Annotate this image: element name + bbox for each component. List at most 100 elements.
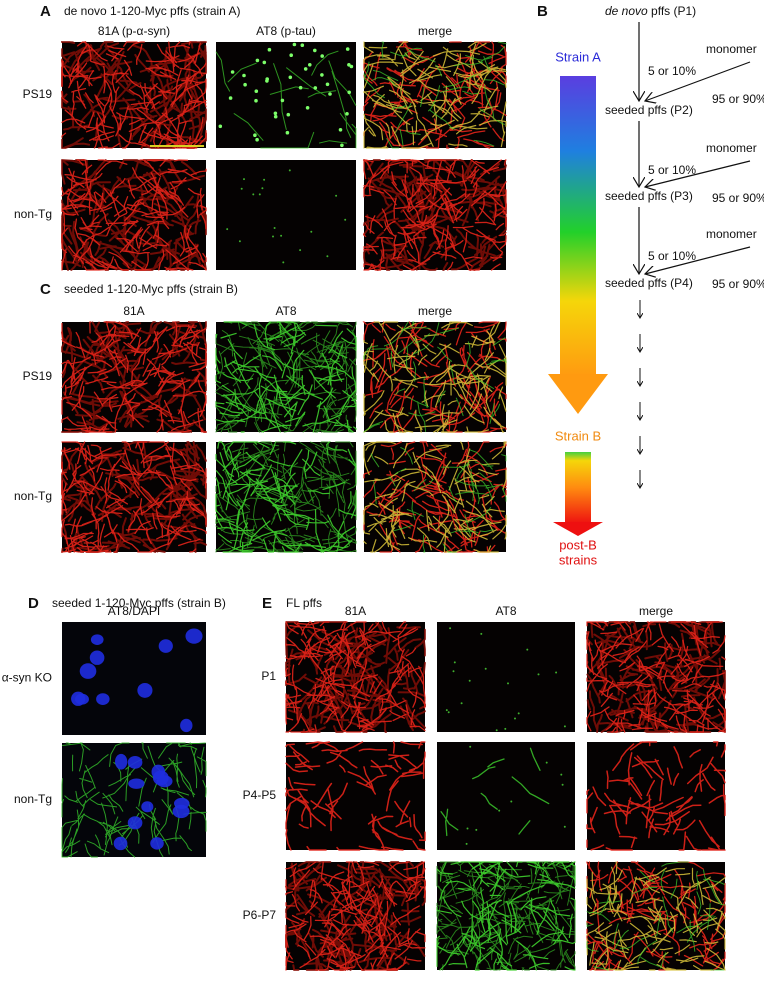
strain-label: Strain A <box>555 49 601 64</box>
nucleus <box>172 804 190 819</box>
texture <box>215 321 357 433</box>
panel-title: seeded 1-120-Myc pffs (strain B) <box>64 282 238 296</box>
gradient-arrow-head <box>553 522 603 536</box>
panel-title: de novo 1-120-Myc pffs (strain A) <box>64 4 241 18</box>
nucleus <box>90 634 104 645</box>
micrograph <box>587 742 725 850</box>
row-label: non-Tg <box>14 207 52 221</box>
percent-label: 95 or 90% <box>712 191 764 205</box>
texture <box>363 159 507 271</box>
percent-label: 5 or 10% <box>648 64 696 78</box>
percent-label: 95 or 90% <box>712 277 764 291</box>
row-label: non-Tg <box>14 489 52 503</box>
nucleus <box>115 753 128 770</box>
micrograph <box>286 742 425 850</box>
column-header: AT8 (p-tau) <box>256 24 316 38</box>
step-label: seeded pffs (P2) <box>605 103 693 117</box>
micrograph <box>437 742 575 850</box>
texture <box>363 41 507 149</box>
nucleus <box>185 628 203 644</box>
gradient-arrow-head <box>548 374 608 414</box>
texture <box>285 621 426 733</box>
row-label: P1 <box>261 669 276 683</box>
column-header: AT8 <box>275 304 296 318</box>
texture <box>370 447 507 553</box>
texture <box>363 41 507 149</box>
percent-label: 5 or 10% <box>648 249 696 263</box>
nucleus <box>180 718 193 733</box>
step-text: seeded pffs (P4) <box>605 276 693 290</box>
panel-label: E <box>262 595 272 612</box>
panel-label: A <box>40 3 51 20</box>
texture <box>285 861 426 971</box>
nucleus <box>71 691 86 706</box>
texture <box>215 441 357 553</box>
panel-title: seeded 1-120-Myc pffs (strain B) <box>52 596 226 610</box>
row-label: P6-P7 <box>243 908 277 922</box>
step-label: de novo pffs (P1) <box>605 4 696 18</box>
panel-title: FL pffs <box>286 596 322 610</box>
strain-label: Strain B <box>555 428 601 443</box>
micrograph <box>62 622 206 735</box>
arrow <box>645 246 751 274</box>
nucleus <box>150 837 164 850</box>
nucleus <box>127 755 143 769</box>
gradient-arrow <box>565 452 591 524</box>
micrograph <box>216 160 356 270</box>
nucleus <box>158 639 173 653</box>
panel-label: C <box>40 281 51 298</box>
texture <box>363 321 507 433</box>
column-header: AT8/DAPI <box>108 604 160 618</box>
nucleus <box>89 650 105 665</box>
row-label: PS19 <box>23 87 53 101</box>
panel-label: D <box>28 595 39 612</box>
row-label: α-syn KO <box>2 671 52 685</box>
nucleus <box>137 683 153 698</box>
row-label: PS19 <box>23 369 53 383</box>
texture <box>285 861 426 971</box>
texture <box>61 159 207 271</box>
column-header: 81A <box>345 604 366 618</box>
texture <box>586 861 726 971</box>
nucleus <box>151 764 166 780</box>
texture <box>363 159 507 271</box>
nucleus <box>96 693 110 705</box>
arrow <box>645 160 751 187</box>
row-label: non-Tg <box>14 792 52 806</box>
nucleus <box>113 836 128 851</box>
column-header: merge <box>418 304 452 318</box>
step-text: seeded pffs (P2) <box>605 103 693 117</box>
step-italic: de novo <box>605 4 648 18</box>
texture <box>285 621 426 733</box>
micrograph <box>437 622 575 732</box>
monomer-label: monomer <box>706 227 757 241</box>
step-text: pffs (P1) <box>651 4 696 18</box>
texture <box>436 861 576 971</box>
percent-label: 95 or 90% <box>712 92 764 106</box>
texture <box>440 747 550 837</box>
nucleus <box>127 816 143 830</box>
column-header: 81A <box>123 304 144 318</box>
column-header: merge <box>418 24 452 38</box>
texture <box>586 621 726 734</box>
panel-label: B <box>537 3 548 20</box>
percent-label: 5 or 10% <box>648 163 696 177</box>
step-text: seeded pffs (P3) <box>605 189 693 203</box>
monomer-label: monomer <box>706 141 757 155</box>
step-label: seeded pffs (P4) <box>605 276 693 290</box>
micrograph <box>216 42 356 148</box>
texture <box>586 861 726 971</box>
strain-label: strains <box>559 552 598 567</box>
nucleus <box>141 801 154 813</box>
nucleus <box>128 778 145 789</box>
texture <box>586 741 726 851</box>
texture <box>61 441 207 553</box>
texture <box>61 321 207 433</box>
monomer-label: monomer <box>706 42 757 56</box>
row-label: P4-P5 <box>243 788 277 802</box>
arrow <box>645 61 751 101</box>
texture <box>586 621 726 733</box>
strain-label: post-B <box>559 537 597 552</box>
